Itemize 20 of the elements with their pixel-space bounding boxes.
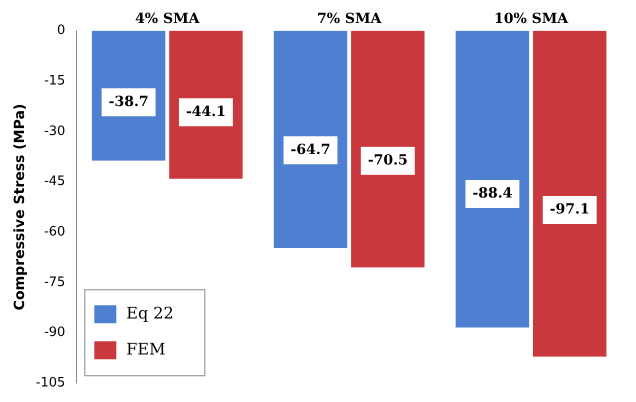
y-tick-label: -105 <box>36 376 66 391</box>
y-tick-label: -15 <box>44 74 66 89</box>
x-tick-label: 10% SMA <box>494 11 570 28</box>
data-label: -70.5 <box>368 152 408 169</box>
data-label: -44.1 <box>186 104 226 120</box>
y-tick-label: 0 <box>57 23 66 38</box>
y-tick-label: -60 <box>44 224 66 240</box>
y-tick-label: -45 <box>44 174 66 190</box>
data-label: -64.7 <box>290 142 330 158</box>
legend-label: Eq 22 <box>126 303 174 322</box>
y-tick-label: -30 <box>44 124 66 139</box>
x-tick-label: 7% SMA <box>316 11 382 28</box>
x-tick-label: 4% SMA <box>135 11 201 28</box>
y-tick-label: -75 <box>44 274 66 290</box>
y-tick-label: -90 <box>44 325 66 340</box>
y-axis-title: Compressive Stress (MPa) <box>12 104 28 310</box>
data-label: -97.1 <box>550 202 590 218</box>
data-label: -38.7 <box>108 94 149 110</box>
legend-label: FEM <box>126 339 166 358</box>
data-label: -88.4 <box>472 186 513 202</box>
